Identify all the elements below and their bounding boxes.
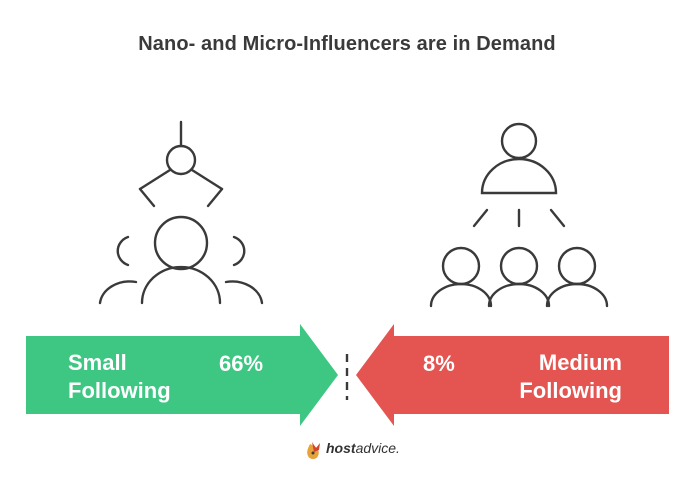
logo-text: hostadvice. [326,440,400,456]
small-following-arrow [26,324,338,426]
medium-following-percent: 8% [423,351,455,376]
page-title: Nano- and Micro-Influencers are in Deman… [138,33,556,55]
audience-hierarchy-icon [429,122,609,308]
small-following-label: Small Following [68,350,171,403]
hostadvice-logo: hostadvice. [300,436,400,460]
medium-following-arrow [356,324,669,426]
influencer-network-icon [98,120,264,305]
hostadvice-logo-icon [307,442,320,459]
small-following-percent: 66% [219,351,264,376]
medium-following-label: Medium Following [519,350,622,403]
